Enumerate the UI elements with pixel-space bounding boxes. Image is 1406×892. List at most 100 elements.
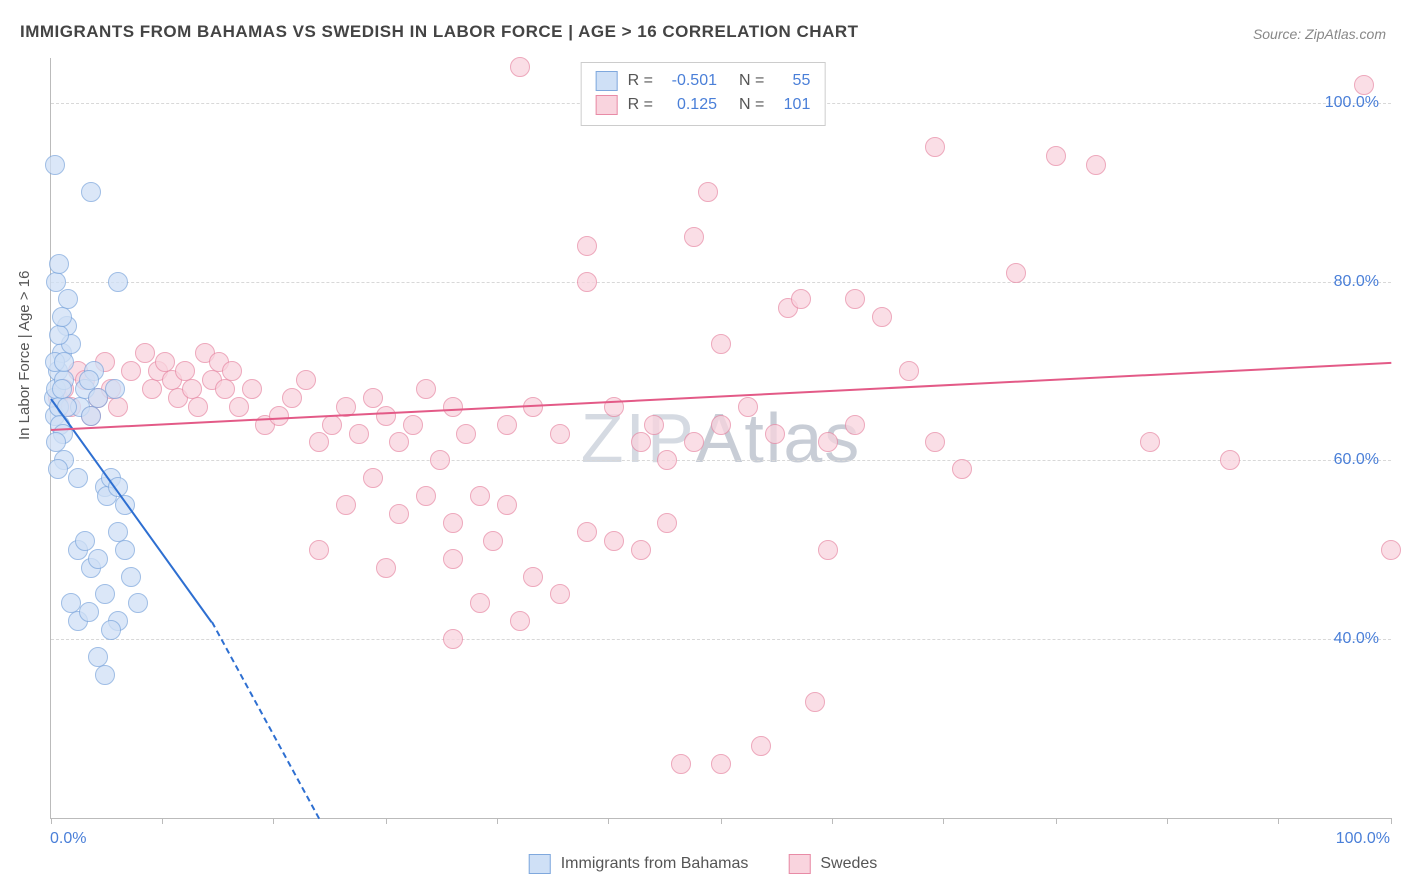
stat-r-value: 0.125 (663, 96, 717, 114)
scatter-point (483, 531, 503, 551)
legend-swatch (596, 71, 618, 91)
scatter-point (644, 415, 664, 435)
scatter-point (1006, 263, 1026, 283)
scatter-point (403, 415, 423, 435)
scatter-point (269, 406, 289, 426)
scatter-point (68, 468, 88, 488)
scatter-point (443, 549, 463, 569)
legend-label: Swedes (820, 855, 877, 873)
x-tick-mark (497, 818, 498, 824)
scatter-point (925, 137, 945, 157)
stats-row: R =0.125N =101 (596, 93, 811, 117)
scatter-point (510, 611, 530, 631)
scatter-point (75, 531, 95, 551)
scatter-point (389, 432, 409, 452)
gridline (51, 639, 1391, 640)
scatter-point (805, 692, 825, 712)
stat-n-value: 55 (774, 72, 810, 90)
scatter-point (1220, 450, 1240, 470)
stat-n-label: N = (739, 72, 764, 90)
y-tick-label: 40.0% (1334, 630, 1379, 648)
legend-swatch (529, 854, 551, 874)
scatter-point (309, 540, 329, 560)
legend-item: Immigrants from Bahamas (529, 854, 749, 874)
scatter-point (363, 468, 383, 488)
scatter-point (49, 325, 69, 345)
stats-legend-box: R =-0.501N =55R =0.125N =101 (581, 62, 826, 126)
scatter-point (52, 379, 72, 399)
chart-title: IMMIGRANTS FROM BAHAMAS VS SWEDISH IN LA… (20, 22, 859, 42)
scatter-point (1046, 146, 1066, 166)
scatter-point (52, 307, 72, 327)
scatter-point (872, 307, 892, 327)
trend-line (50, 398, 212, 623)
scatter-point (818, 540, 838, 560)
scatter-point (389, 504, 409, 524)
scatter-point (765, 424, 785, 444)
scatter-point (430, 450, 450, 470)
scatter-point (88, 647, 108, 667)
scatter-point (101, 620, 121, 640)
x-tick-mark (162, 818, 163, 824)
scatter-point (631, 432, 651, 452)
x-tick-mark (1167, 818, 1168, 824)
scatter-point (510, 57, 530, 77)
scatter-point (711, 754, 731, 774)
scatter-point (88, 549, 108, 569)
scatter-point (336, 495, 356, 515)
scatter-point (684, 227, 704, 247)
scatter-point (376, 406, 396, 426)
scatter-point (46, 432, 66, 452)
stat-r-label: R = (628, 96, 653, 114)
scatter-point (711, 415, 731, 435)
scatter-point (222, 361, 242, 381)
scatter-point (46, 272, 66, 292)
scatter-point (523, 567, 543, 587)
scatter-point (81, 182, 101, 202)
scatter-point (443, 629, 463, 649)
scatter-point (121, 567, 141, 587)
scatter-point (604, 531, 624, 551)
scatter-point (456, 424, 476, 444)
scatter-point (1086, 155, 1106, 175)
scatter-point (363, 388, 383, 408)
scatter-point (631, 540, 651, 560)
y-tick-label: 100.0% (1325, 94, 1379, 112)
scatter-point (497, 415, 517, 435)
scatter-point (751, 736, 771, 756)
scatter-point (309, 432, 329, 452)
x-tick-label-left: 0.0% (50, 830, 86, 848)
scatter-point (1381, 540, 1401, 560)
plot-area: ZIPAtlas 40.0%60.0%80.0%100.0% (50, 58, 1391, 819)
scatter-point (135, 343, 155, 363)
trend-line-dashed (211, 622, 320, 820)
scatter-point (45, 155, 65, 175)
x-tick-mark (1056, 818, 1057, 824)
stat-r-value: -0.501 (663, 72, 717, 90)
scatter-point (791, 289, 811, 309)
scatter-point (88, 388, 108, 408)
x-tick-mark (832, 818, 833, 824)
scatter-point (698, 182, 718, 202)
scatter-point (818, 432, 838, 452)
x-tick-label-right: 100.0% (1336, 830, 1390, 848)
scatter-point (416, 486, 436, 506)
x-tick-mark (1278, 818, 1279, 824)
scatter-point (925, 432, 945, 452)
scatter-point (79, 602, 99, 622)
scatter-point (738, 397, 758, 417)
scatter-point (215, 379, 235, 399)
legend-label: Immigrants from Bahamas (561, 855, 749, 873)
scatter-point (497, 495, 517, 515)
scatter-point (577, 522, 597, 542)
scatter-point (81, 406, 101, 426)
stat-n-label: N = (739, 96, 764, 114)
legend-swatch (596, 95, 618, 115)
scatter-point (349, 424, 369, 444)
y-tick-label: 80.0% (1334, 273, 1379, 291)
x-tick-mark (608, 818, 609, 824)
scatter-point (108, 397, 128, 417)
scatter-point (242, 379, 262, 399)
scatter-point (95, 584, 115, 604)
scatter-point (952, 459, 972, 479)
